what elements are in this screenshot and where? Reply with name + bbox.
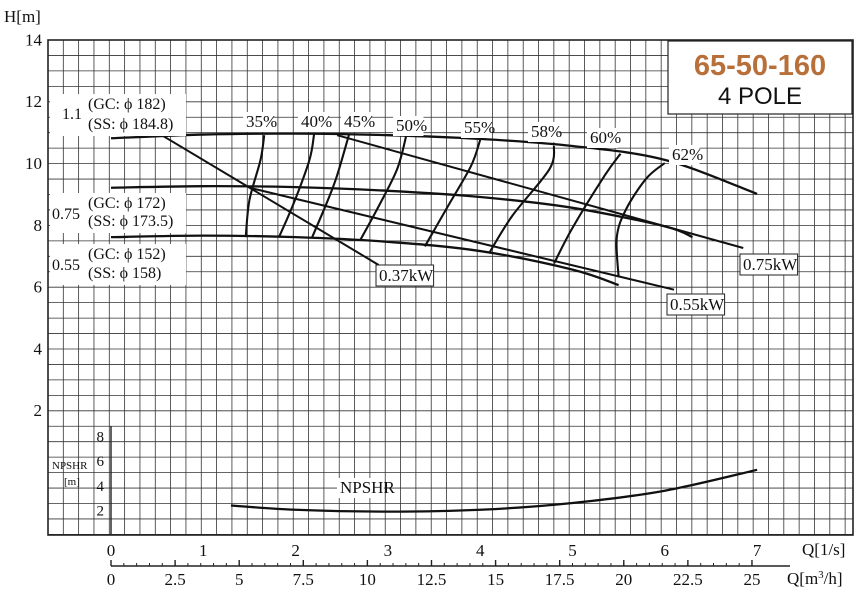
efficiency-label: 50% — [396, 116, 427, 135]
power-label: 0.75kW — [743, 255, 798, 274]
y-tick-label: 4 — [34, 339, 43, 358]
curves — [110, 132, 758, 513]
head-label-bg — [50, 94, 186, 136]
x2-tick-label: 12.5 — [417, 570, 447, 589]
y-tick-label: 8 — [34, 216, 43, 235]
efficiency-label: 35% — [246, 112, 277, 131]
x2-axis-label: Q[m3/h] — [787, 569, 843, 588]
efficiency-label-bg — [461, 118, 492, 138]
head-label-1.1: 1.1 — [62, 106, 82, 123]
head-label-0.55: 0.55 — [52, 257, 80, 274]
head-label-bg — [50, 244, 186, 285]
efficiency-label-bg — [393, 116, 424, 136]
efficiency-line-45% — [311, 133, 351, 238]
y-axis-label: H[m] — [4, 7, 41, 26]
head-curve-0.75 — [110, 185, 693, 239]
efficiency-label: 55% — [464, 118, 495, 137]
efficiency-line-60% — [553, 153, 622, 264]
head-curve-1.1 — [110, 132, 758, 195]
chart-subtitle: 4 POLE — [718, 83, 802, 110]
chart-title: 65-50-160 — [694, 50, 826, 82]
efficiency-label: 40% — [301, 112, 332, 131]
y-tick-label: 14 — [25, 30, 43, 49]
head-label-ss: (SS: ϕ 173.5) — [88, 213, 173, 230]
npsh-tick-label: 6 — [97, 454, 105, 470]
power-line-0.75kW — [336, 134, 744, 249]
efficiency-label: 60% — [590, 128, 621, 147]
efficiency-label: 58% — [531, 122, 562, 141]
plot-frame — [47, 39, 854, 536]
head-label-bg — [50, 193, 186, 233]
x2-tick-label: 17.5 — [545, 570, 575, 589]
y-tick-label: 6 — [34, 278, 43, 297]
npshr-curve-label: NPSHR — [340, 478, 395, 497]
efficiency-label-bg — [669, 145, 700, 165]
x-tick-label: 7 — [753, 541, 762, 560]
npsh-tick-label: 2 — [97, 503, 105, 519]
power-label-box — [375, 264, 435, 287]
head-label-gc: (GC: ϕ 172) — [88, 195, 166, 212]
efficiency-label-bg — [587, 128, 618, 148]
efficiency-label: 62% — [672, 145, 703, 164]
x2-tick-label: 2.5 — [164, 570, 185, 589]
efficiency-line-35% — [244, 135, 266, 238]
y-tick-label: 2 — [34, 401, 43, 420]
x-tick-label: 4 — [476, 541, 485, 560]
head-label-ss: (SS: ϕ 158) — [88, 265, 161, 282]
x-tick-label: 3 — [384, 541, 393, 560]
title-box — [667, 40, 853, 115]
efficiency-label-bg — [528, 122, 559, 142]
power-line-0.55kW — [249, 186, 675, 291]
efficiency-line-62% — [615, 162, 666, 278]
head-label-gc: (GC: ϕ 182) — [88, 96, 166, 113]
x-axis-label: Q[1/s] — [802, 540, 845, 559]
x2-tick-label: 25 — [743, 570, 760, 589]
npsh-unit-label: [m] — [64, 476, 80, 488]
npsh-axis-label: NPSHR — [52, 460, 88, 472]
power-label: 0.55kW — [670, 295, 725, 314]
efficiency-line-50% — [359, 134, 408, 241]
power-label-box — [739, 253, 799, 276]
efficiency-line-40% — [278, 134, 316, 238]
y-tick-label: 10 — [25, 154, 42, 173]
x2-tick-label: 0 — [107, 570, 116, 589]
curve-labels: 1.1 (GC: ϕ 182) (SS: ϕ 184.8) 0.75 (GC: ϕ 17… — [50, 94, 798, 498]
efficiency-label-bg — [341, 112, 372, 132]
power-line-0.37kW — [161, 134, 380, 266]
head-label-ss: (SS: ϕ 184.8) — [88, 116, 173, 133]
y-tick-label: 12 — [25, 92, 42, 111]
npshr-curve-label-bg — [337, 478, 384, 498]
efficiency-label-bg — [243, 112, 274, 132]
x-tick-label: 5 — [568, 541, 577, 560]
npshr-curve — [230, 468, 758, 513]
x-tick-label: 2 — [291, 541, 300, 560]
head-label-0.75: 0.75 — [52, 206, 80, 223]
x2-tick-label: 5 — [235, 570, 244, 589]
efficiency-label-bg — [298, 112, 329, 132]
npsh-tick-label: 4 — [97, 479, 105, 495]
x-tick-label: 1 — [199, 541, 208, 560]
x2-tick-label: 20 — [615, 570, 632, 589]
npsh-tick-label: 8 — [97, 430, 105, 446]
head-curve-0.55 — [110, 234, 620, 287]
x2-tick-label: 22.5 — [673, 570, 703, 589]
x2-tick-label: 7.5 — [293, 570, 314, 589]
head-label-gc: (GC: ϕ 152) — [88, 246, 166, 263]
x-tick-label: 6 — [661, 541, 670, 560]
x2-tick-label: 10 — [359, 570, 376, 589]
x-tick-label: 0 — [107, 541, 116, 560]
power-label-box — [666, 293, 726, 316]
x2-tick-label: 15 — [487, 570, 504, 589]
efficiency-line-55% — [423, 139, 482, 247]
efficiency-label: 45% — [344, 112, 375, 131]
power-label: 0.37kW — [379, 266, 434, 285]
efficiency-line-58% — [488, 145, 556, 254]
